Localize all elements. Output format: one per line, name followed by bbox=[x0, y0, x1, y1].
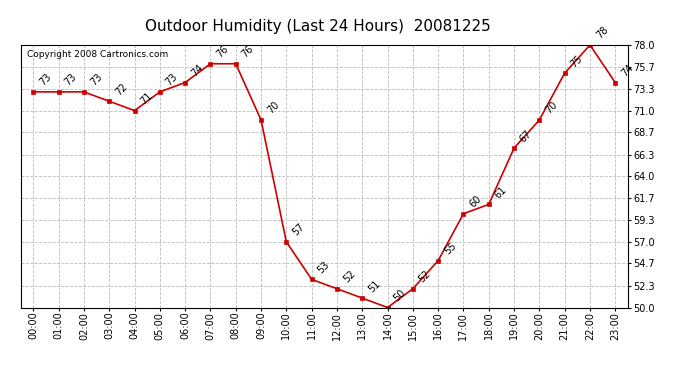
Text: 52: 52 bbox=[341, 268, 357, 285]
Text: 74: 74 bbox=[189, 63, 205, 78]
Text: 78: 78 bbox=[594, 25, 610, 41]
Text: 74: 74 bbox=[620, 63, 635, 78]
Text: 53: 53 bbox=[316, 260, 332, 275]
Text: Copyright 2008 Cartronics.com: Copyright 2008 Cartronics.com bbox=[27, 50, 168, 59]
Text: 70: 70 bbox=[265, 100, 281, 116]
Text: 73: 73 bbox=[37, 72, 53, 88]
Text: 61: 61 bbox=[493, 184, 509, 200]
Text: 57: 57 bbox=[290, 222, 306, 238]
Text: 76: 76 bbox=[215, 44, 230, 60]
Text: 51: 51 bbox=[366, 278, 382, 294]
Text: 70: 70 bbox=[544, 100, 560, 116]
Text: 75: 75 bbox=[569, 53, 584, 69]
Text: 55: 55 bbox=[442, 240, 458, 256]
Text: Outdoor Humidity (Last 24 Hours)  20081225: Outdoor Humidity (Last 24 Hours) 2008122… bbox=[144, 19, 491, 34]
Text: 73: 73 bbox=[63, 72, 79, 88]
Text: 67: 67 bbox=[518, 128, 534, 144]
Text: 50: 50 bbox=[392, 288, 408, 303]
Text: 73: 73 bbox=[164, 72, 180, 88]
Text: 60: 60 bbox=[468, 194, 484, 210]
Text: 73: 73 bbox=[88, 72, 104, 88]
Text: 72: 72 bbox=[113, 81, 129, 97]
Text: 71: 71 bbox=[139, 91, 155, 106]
Text: 52: 52 bbox=[417, 268, 433, 285]
Text: 76: 76 bbox=[240, 44, 256, 60]
